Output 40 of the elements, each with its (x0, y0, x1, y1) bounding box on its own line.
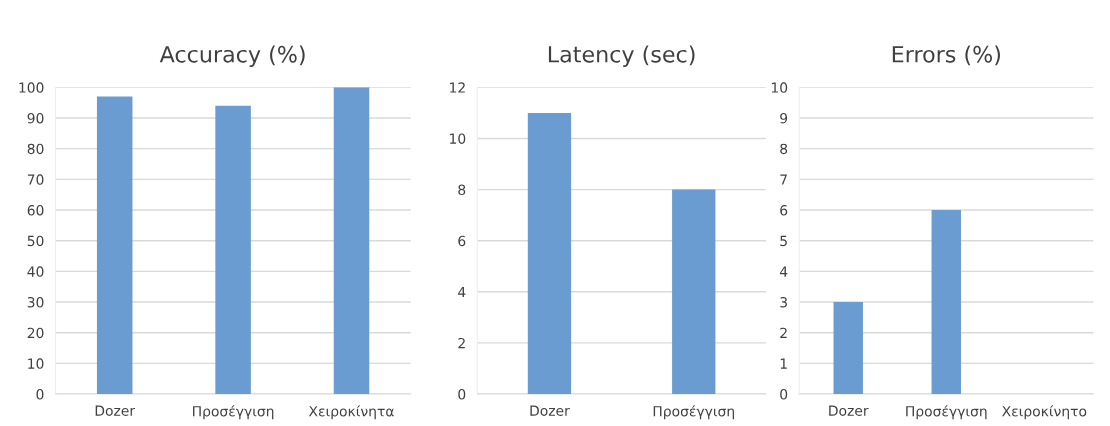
chart-title: Errors (%) (892, 45, 1000, 66)
x-tick-label: Dozer (95, 405, 136, 416)
chart-title: Latency (sec) (548, 45, 695, 67)
y-tick-label: 0 (780, 389, 788, 400)
y-tick-label: 0 (458, 389, 466, 400)
y-tick-label: 60 (27, 204, 44, 216)
y-tick-label: 8 (458, 184, 466, 196)
x-tick-label: Dozer (829, 405, 869, 416)
y-tick-label: 10 (771, 82, 788, 93)
y-tick-label: 10 (28, 358, 44, 369)
y-tick-label: 80 (27, 143, 44, 155)
y-tick-label: 90 (27, 112, 44, 124)
x-tick-label: Προσέγγιση (193, 405, 274, 420)
y-tick-label: 8 (780, 143, 788, 155)
y-tick-label: 70 (27, 174, 44, 185)
y-tick-label: 6 (458, 235, 466, 247)
y-tick-label: 20 (27, 327, 44, 339)
chart-title: Accuracy (%) (159, 45, 305, 67)
y-tick-label: 40 (27, 266, 44, 277)
y-tick-label: 30 (27, 297, 44, 308)
y-tick-label: 3 (780, 297, 787, 308)
y-tick-label: 9 (780, 112, 788, 124)
x-tick-label: Προσέγγιση (653, 405, 734, 420)
y-tick-label: 4 (458, 286, 466, 298)
y-tick-label: 100 (19, 82, 44, 93)
y-tick-label: 2 (780, 327, 787, 338)
x-tick-label: Χειροκίνητο (1002, 405, 1087, 420)
x-tick-label: Χειροκίνητα (308, 405, 394, 420)
y-tick-label: 2 (458, 337, 465, 349)
y-tick-label: 1 (780, 358, 787, 369)
y-tick-label: 6 (780, 204, 788, 216)
y-tick-label: 4 (779, 266, 788, 277)
x-tick-label: Προσέγγιση (906, 405, 987, 420)
y-tick-label: 7 (780, 174, 787, 185)
y-tick-label: 50 (27, 235, 44, 247)
y-tick-label: 12 (450, 82, 465, 93)
y-tick-label: 5 (780, 235, 787, 247)
x-tick-label: Dozer (530, 405, 570, 416)
y-tick-label: 0 (36, 389, 44, 400)
y-tick-label: 10 (450, 133, 466, 144)
